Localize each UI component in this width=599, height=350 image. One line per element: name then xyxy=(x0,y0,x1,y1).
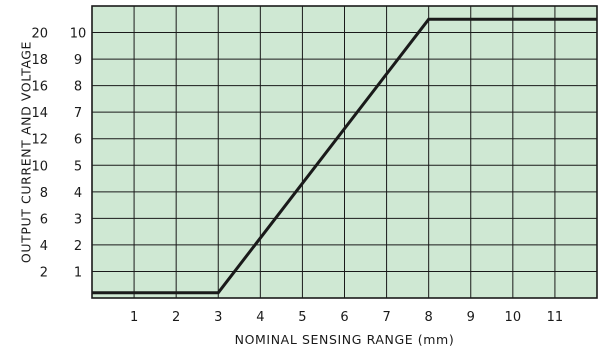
y-tick-label-current: 20 xyxy=(31,27,48,42)
y-axis-title: OUTPUT CURRENT AND VOLTAGE xyxy=(19,41,34,263)
x-tick-label: 10 xyxy=(505,310,522,325)
x-tick-label: 4 xyxy=(256,310,264,325)
x-tick-label: 1 xyxy=(130,310,138,325)
x-tick-label: 5 xyxy=(298,310,306,325)
y-tick-labels-voltage: 1 2 3 4 5 6 7 8 9 10 xyxy=(70,27,87,281)
y-tick-label-voltage: 8 xyxy=(74,80,82,95)
y-tick-label-voltage: 4 xyxy=(74,186,82,201)
x-tick-label: 8 xyxy=(425,310,433,325)
y-tick-labels-current: 2 4 6 8 10 12 14 16 18 20 xyxy=(31,27,48,281)
x-tick-label: 6 xyxy=(340,310,348,325)
y-tick-label-voltage: 3 xyxy=(74,212,82,227)
y-tick-label-voltage: 5 xyxy=(74,159,82,174)
y-tick-label-current: 6 xyxy=(40,212,48,227)
y-tick-label-current: 2 xyxy=(40,265,48,280)
grid xyxy=(92,6,597,298)
x-tick-label: 2 xyxy=(172,310,180,325)
x-tick-labels: 1 2 3 4 5 6 7 8 9 10 11 xyxy=(130,310,563,325)
x-axis-title: NOMINAL SENSING RANGE (mm) xyxy=(235,332,455,347)
y-tick-label-current: 14 xyxy=(31,106,48,121)
series-layer xyxy=(92,17,597,295)
y-tick-label-current: 10 xyxy=(31,159,48,174)
y-tick-label-voltage: 1 xyxy=(74,265,82,280)
y-tick-label-current: 8 xyxy=(40,186,48,201)
y-tick-label-voltage: 7 xyxy=(74,106,82,121)
x-tick-label: 3 xyxy=(214,310,222,325)
y-tick-label-current: 4 xyxy=(40,239,48,254)
series-line xyxy=(92,17,597,295)
y-tick-label-voltage: 10 xyxy=(70,27,87,42)
x-tick-label: 7 xyxy=(382,310,390,325)
y-tick-label-voltage: 9 xyxy=(74,53,82,68)
plot-frame xyxy=(91,5,598,299)
y-tick-label-current: 12 xyxy=(31,133,48,148)
y-tick-label-current: 18 xyxy=(31,53,48,68)
y-tick-label-voltage: 2 xyxy=(74,239,82,254)
x-tick-label: 11 xyxy=(547,310,564,325)
x-tick-label: 9 xyxy=(467,310,475,325)
y-tick-label-voltage: 6 xyxy=(74,133,82,148)
y-tick-label-current: 16 xyxy=(31,80,48,95)
